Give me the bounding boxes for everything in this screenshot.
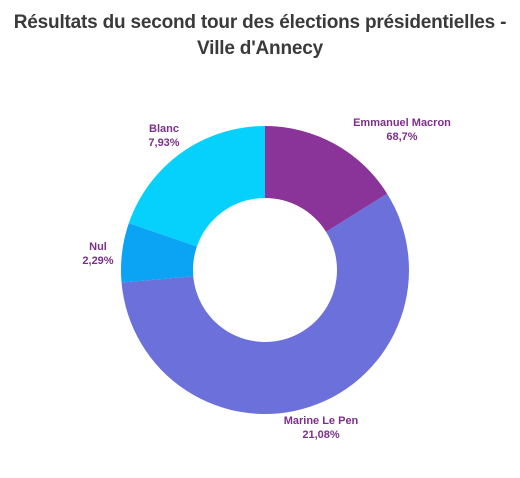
slice-label-value: 2,29% <box>82 255 113 267</box>
slice-marine-le-pen <box>121 193 409 414</box>
chart-title-line-2: Ville d'Annecy <box>197 38 323 59</box>
slice-label-value: 7,93% <box>148 137 179 149</box>
slice-blanc <box>128 126 265 247</box>
slice-label-name: Blanc <box>149 123 179 135</box>
slice-nul <box>121 223 197 283</box>
slice-label-name: Emmanuel Macron <box>353 117 451 129</box>
chart-title-line-1: Résultats du second tour des élections p… <box>13 12 507 33</box>
slice-label-value: 68,7% <box>386 131 417 143</box>
slice-label-name: Nul <box>89 241 107 253</box>
slice-emmanuel-macron <box>265 126 388 232</box>
slice-label-value: 21,08% <box>302 429 340 441</box>
slice-labels: Emmanuel Macron 68,7% Marine Le Pen 21,08% N… <box>82 117 451 441</box>
donut-slices <box>121 126 409 414</box>
slice-label-name: Marine Le Pen <box>284 415 359 427</box>
chart-title: Résultats du second tour des élections p… <box>0 10 520 62</box>
